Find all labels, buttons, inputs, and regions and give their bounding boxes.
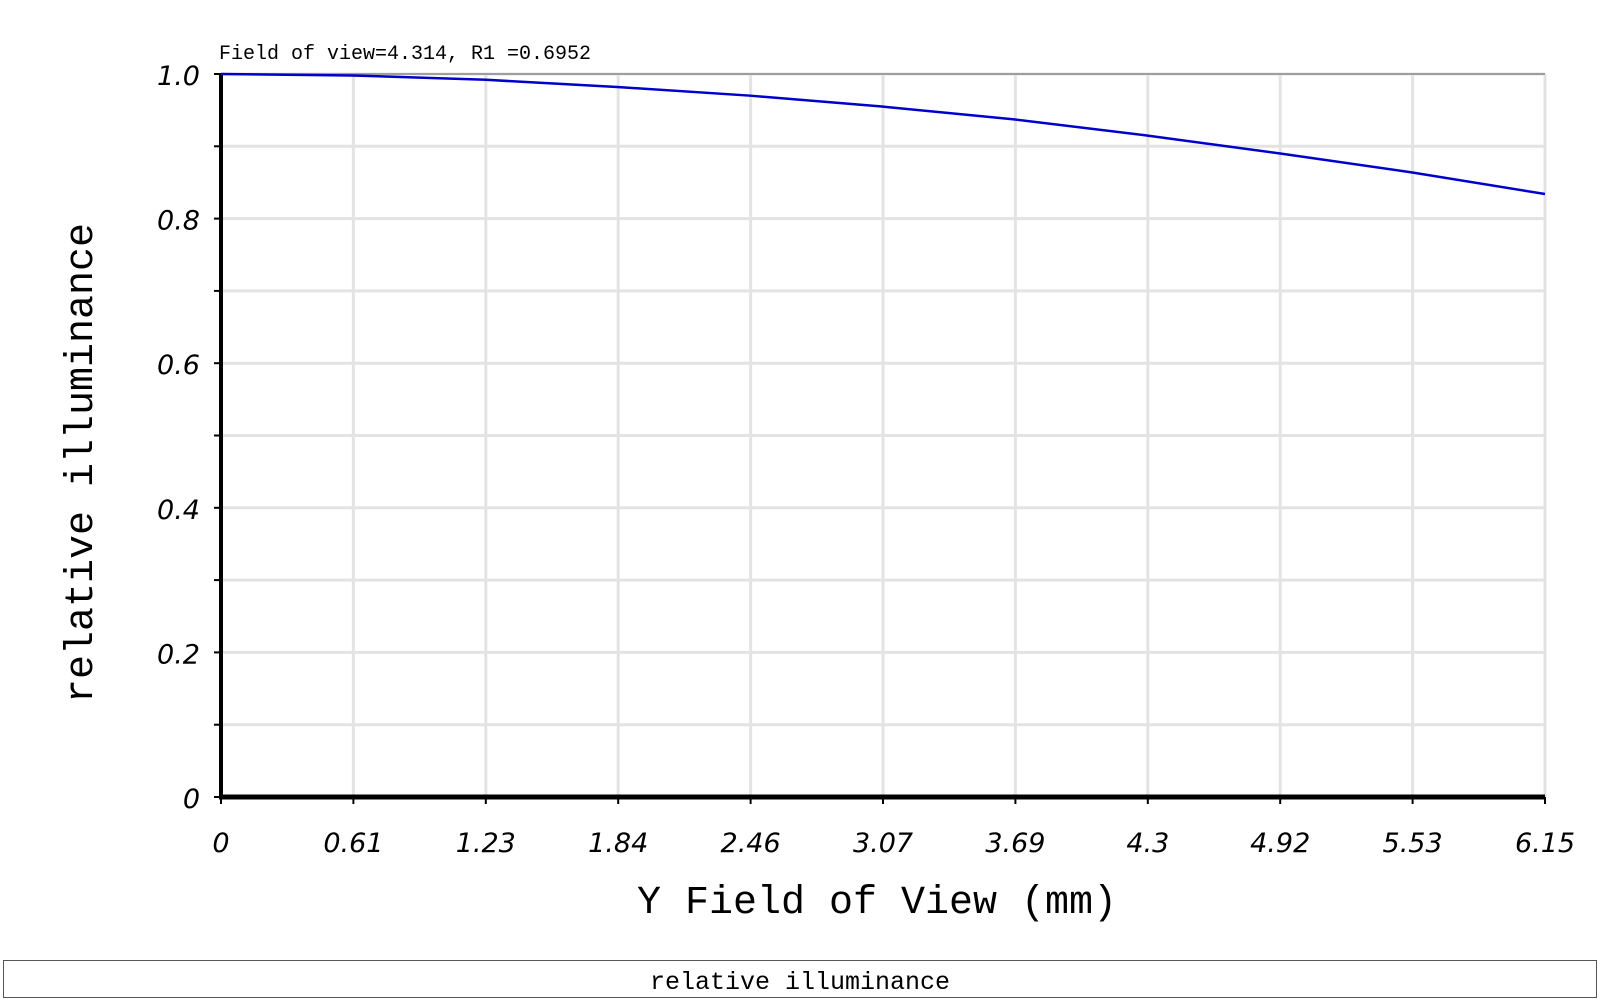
tick-labels: 0 0.61 1.23 1.84 2.46 3.07 3.69 4.3 4.92 5.53 6.15…	[157, 61, 1575, 859]
grid	[221, 72, 1547, 797]
x-tick-label: 6.15	[1515, 828, 1575, 859]
y-tick-label: 0.4	[157, 495, 200, 526]
x-tick-label: 4.92	[1250, 828, 1310, 859]
x-tick-label: 3.07	[853, 828, 913, 859]
x-tick-label: 4.3	[1126, 828, 1169, 859]
footer-label: relative illuminance	[649, 968, 951, 997]
x-tick-label: 3.69	[985, 828, 1045, 859]
x-tick-label: 5.53	[1383, 828, 1443, 859]
x-tick-label: 2.46	[721, 828, 781, 859]
relative-illuminance-chart: 0 0.61 1.23 1.84 2.46 3.07 3.69 4.3 4.92 5.53 6.15…	[60, 43, 1575, 926]
x-tick-label: 1.23	[456, 828, 516, 859]
y-tick-label: 0.2	[157, 639, 200, 670]
series-line	[220, 72, 1546, 196]
footer-caption: relative illuminance	[3, 960, 1597, 998]
y-axis-title: relative illuminance	[60, 223, 105, 703]
x-tick-label: 0.61	[323, 828, 383, 859]
chart-subtitle: Field of view=4.314, R1 =0.6952	[219, 43, 591, 66]
y-tick-label: 0.8	[157, 206, 200, 237]
series-layer	[220, 72, 1546, 196]
y-tick-label: 1.0	[157, 61, 200, 92]
x-tick-label: 1.84	[588, 828, 648, 859]
y-tick-label: 0.6	[157, 350, 200, 381]
axes	[214, 73, 1546, 804]
x-tick-label: 0	[212, 828, 229, 859]
y-tick-label: 0	[183, 784, 200, 815]
x-axis-title: Y Field of View (mm)	[637, 881, 1117, 926]
